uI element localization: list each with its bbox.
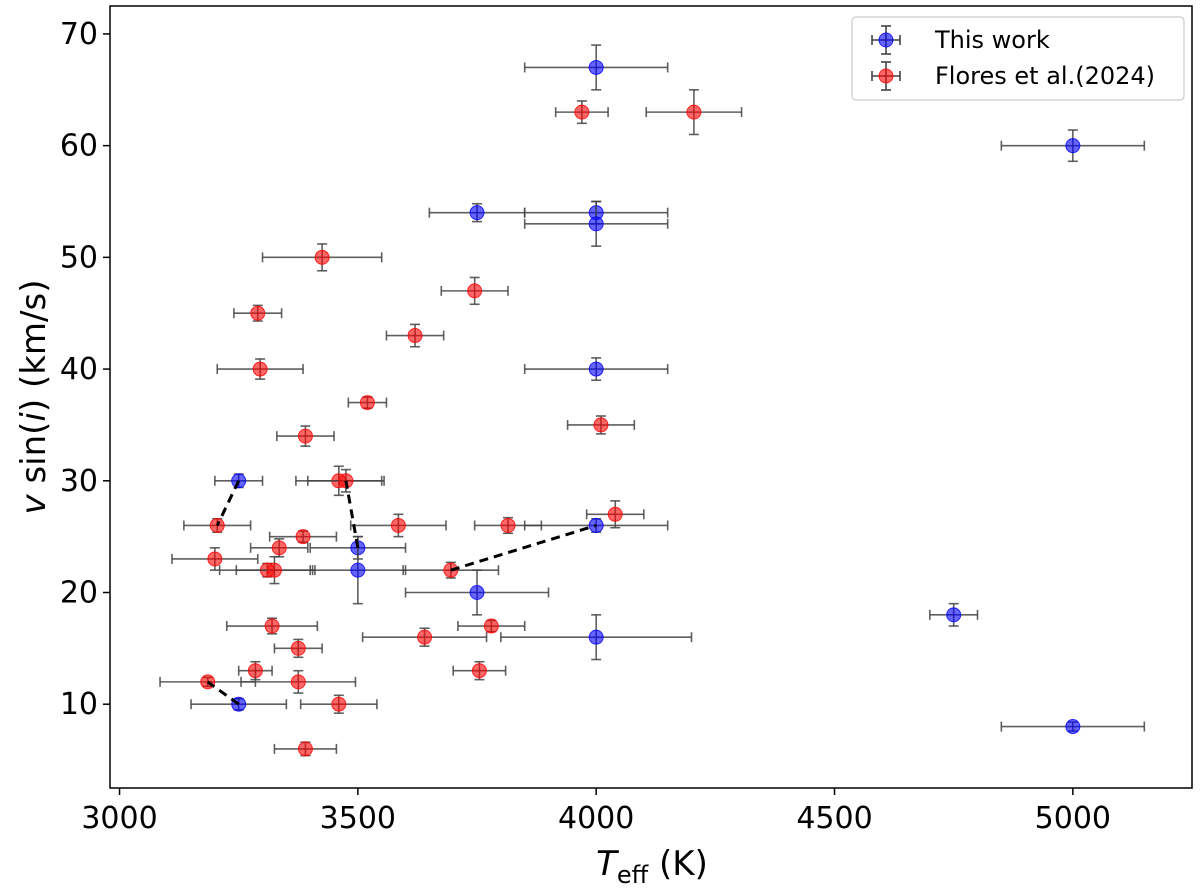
data-point bbox=[417, 629, 433, 645]
data-point bbox=[1065, 719, 1081, 735]
data-point bbox=[607, 506, 623, 522]
legend-entry: Flores et al.(2024) bbox=[871, 61, 1155, 91]
data-point bbox=[686, 104, 702, 120]
x-tick-label: 3000 bbox=[81, 801, 157, 836]
data-point bbox=[593, 417, 609, 433]
data-point bbox=[271, 540, 287, 556]
data-point bbox=[588, 216, 604, 232]
y-tick-label: 30 bbox=[60, 464, 98, 499]
data-point bbox=[359, 395, 375, 411]
series-group bbox=[159, 88, 743, 757]
y-tick-label: 50 bbox=[60, 240, 98, 275]
x-axis-label: Teff (K) bbox=[596, 844, 708, 889]
data-point bbox=[588, 629, 604, 645]
data-point bbox=[1065, 138, 1081, 154]
data-point bbox=[469, 205, 485, 221]
axes: 3000 3500 4000 4500 5000 10 20 30 40 50 60 70 bbox=[60, 5, 1193, 836]
data-point bbox=[407, 328, 423, 344]
legend-marker bbox=[878, 68, 894, 84]
data-point bbox=[247, 663, 263, 679]
x-tick-label: 4000 bbox=[558, 801, 634, 836]
x-tick-label: 3500 bbox=[320, 801, 396, 836]
data-point bbox=[207, 551, 223, 567]
data-point bbox=[483, 618, 499, 634]
data-point bbox=[331, 696, 347, 712]
data-point bbox=[500, 517, 516, 533]
x-tick-label: 5000 bbox=[1035, 801, 1111, 836]
data-point bbox=[471, 663, 487, 679]
y-axis-label: v sin(i) (km/s) bbox=[14, 280, 54, 515]
x-tick-label: 4500 bbox=[796, 801, 872, 836]
data-point bbox=[252, 361, 268, 377]
connection-line bbox=[206, 680, 240, 706]
legend: This work Flores et al.(2024) bbox=[851, 16, 1185, 101]
data-point bbox=[467, 283, 483, 299]
legend-marker bbox=[878, 32, 894, 48]
data-point bbox=[290, 640, 306, 656]
data-point bbox=[297, 428, 313, 444]
data-point bbox=[290, 674, 306, 690]
y-tick-label: 70 bbox=[60, 17, 98, 52]
series-group bbox=[190, 44, 1146, 735]
data-point bbox=[250, 305, 266, 321]
y-tick-label: 40 bbox=[60, 352, 98, 387]
data-point bbox=[266, 562, 282, 578]
connection-line bbox=[344, 480, 360, 549]
data-point bbox=[264, 618, 280, 634]
connection-line bbox=[450, 524, 597, 572]
y-ticks: 10 20 30 40 50 60 70 bbox=[60, 17, 110, 722]
legend-entry: This work bbox=[871, 25, 1050, 55]
data-point bbox=[314, 249, 330, 265]
data-point bbox=[390, 517, 406, 533]
data-point bbox=[350, 562, 366, 578]
data-point bbox=[588, 361, 604, 377]
legend-label: Flores et al.(2024) bbox=[935, 62, 1155, 90]
data-point bbox=[469, 585, 485, 600]
y-tick-label: 60 bbox=[60, 129, 98, 164]
data-point bbox=[588, 59, 604, 75]
connection-line bbox=[215, 480, 241, 527]
y-tick-label: 20 bbox=[60, 576, 98, 611]
y-tick-label: 10 bbox=[60, 687, 98, 722]
data-point bbox=[574, 104, 590, 120]
x-ticks: 3000 3500 4000 4500 5000 bbox=[81, 788, 1111, 836]
data-point bbox=[297, 741, 313, 757]
plot-frame bbox=[109, 5, 1193, 789]
data-point bbox=[295, 529, 311, 545]
legend-label: This work bbox=[934, 26, 1050, 54]
data-point bbox=[946, 607, 962, 623]
legend-box bbox=[851, 16, 1185, 101]
plot-area bbox=[159, 44, 1146, 757]
